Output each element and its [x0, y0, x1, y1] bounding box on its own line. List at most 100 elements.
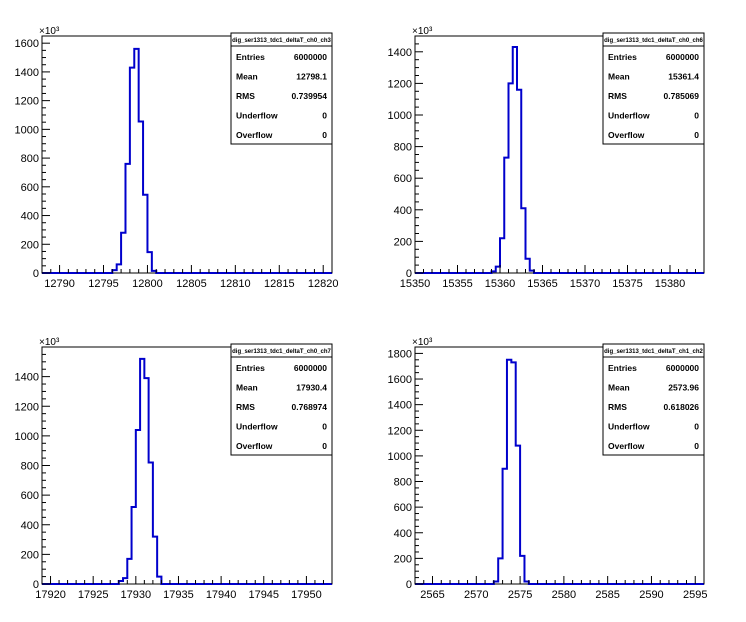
- stats-label: Overflow: [608, 441, 645, 451]
- y-tick-label: 800: [394, 477, 412, 489]
- histogram-bin: [153, 537, 157, 584]
- histogram-bin: [521, 208, 525, 273]
- stats-label: Mean: [608, 72, 630, 82]
- y-tick-label: 400: [394, 205, 412, 217]
- y-multiplier-label: ×10³: [412, 337, 433, 348]
- y-tick-label: 600: [394, 502, 412, 514]
- histogram-bin: [520, 556, 524, 584]
- stats-value: 6000000: [666, 52, 699, 62]
- histogram-bin: [130, 68, 134, 273]
- x-tick-label: 2575: [508, 589, 532, 601]
- y-tick-label: 0: [406, 268, 412, 280]
- stats-value: 0: [694, 422, 699, 432]
- histogram-bin: [504, 158, 508, 273]
- histogram-panel-4: 2565 2570 2575 2580 2585 2590 2595 0 200 400 600 80…: [388, 337, 708, 601]
- histogram-bin: [139, 121, 143, 273]
- stats-value: 0: [694, 441, 699, 451]
- stats-value: 0: [322, 422, 327, 432]
- x-tick-label: 15370: [570, 278, 601, 290]
- histogram-bin: [526, 259, 530, 273]
- stats-label: RMS: [608, 91, 627, 101]
- y-tick-label: 0: [33, 579, 39, 591]
- histogram-bin: [157, 577, 161, 584]
- histogram-bin: [492, 271, 496, 273]
- stats-value: 0: [322, 111, 327, 121]
- stats-box-frame: [602, 32, 705, 145]
- histogram-bin: [125, 164, 129, 273]
- histogram-bin: [503, 469, 507, 584]
- stats-label: Overflow: [236, 441, 273, 451]
- y-tick-label: 1400: [388, 400, 412, 412]
- stats-box-frame: [230, 343, 333, 456]
- y-multiplier-label: ×10³: [39, 26, 60, 37]
- x-tick-label: 17940: [206, 589, 237, 601]
- stats-label: Mean: [608, 383, 630, 393]
- y-tick-label: 600: [21, 182, 39, 194]
- stats-value: 0: [322, 130, 327, 140]
- x-tick-label: 17935: [163, 589, 194, 601]
- y-tick-label: 800: [21, 461, 39, 473]
- y-multiplier-label: ×10³: [39, 337, 60, 348]
- y-tick-label: 1200: [388, 78, 412, 90]
- y-tick-label: 200: [394, 236, 412, 248]
- y-tick-label: 600: [394, 173, 412, 185]
- stats-value: 17930.4: [296, 383, 327, 393]
- histogram-line: [415, 358, 704, 585]
- stats-label: Overflow: [236, 130, 273, 140]
- y-tick-label: 1400: [15, 372, 39, 384]
- stats-value: 0.768974: [292, 402, 328, 412]
- y-tick-label: 400: [21, 520, 39, 532]
- stats-box-frame: [230, 32, 333, 145]
- histogram-bin: [496, 267, 500, 273]
- histogram-bin: [517, 90, 521, 273]
- stats-box-frame: [602, 343, 705, 456]
- histogram-bin: [509, 83, 513, 273]
- stats-label: Underflow: [236, 422, 278, 432]
- histogram-bin: [140, 359, 144, 584]
- x-tick-label: 2590: [639, 589, 663, 601]
- histogram-bin: [132, 507, 136, 584]
- y-multiplier-label: ×10³: [412, 26, 433, 37]
- x-tick-label: 17945: [248, 589, 279, 601]
- stats-value: 12798.1: [296, 72, 327, 82]
- x-tick-label: 12790: [44, 278, 75, 290]
- stats-value: 6000000: [666, 363, 699, 373]
- stats-title: dig_ser1313_tdc1_deltaT_ch0_ch7: [232, 349, 331, 355]
- x-tick-label: 15360: [485, 278, 516, 290]
- x-tick-label: 17920: [35, 589, 66, 601]
- histogram-bin: [498, 558, 502, 584]
- stats-label: Entries: [608, 52, 637, 62]
- y-tick-label: 400: [21, 211, 39, 223]
- stats-value: 0.618026: [664, 402, 700, 412]
- stats-title: dig_ser1313_tdc1_deltaT_ch1_ch2: [604, 349, 703, 355]
- histogram-bin: [121, 233, 125, 273]
- stats-value: 6000000: [294, 363, 327, 373]
- stats-label: RMS: [608, 402, 627, 412]
- histogram-bin: [147, 252, 151, 273]
- histogram-panel-3: 17920 17925 17930 17935 17940 17945 17950 0 200 4…: [15, 337, 333, 601]
- stats-label: Entries: [608, 363, 637, 373]
- x-tick-label: 2565: [420, 589, 444, 601]
- histogram-line: [415, 46, 704, 274]
- y-tick-label: 1400: [388, 47, 412, 59]
- x-tick-label: 12810: [220, 278, 251, 290]
- stats-value: 0.739954: [292, 91, 328, 101]
- stats-value: 0: [694, 111, 699, 121]
- x-tick-label: 12815: [264, 278, 295, 290]
- x-tick-label: 15375: [612, 278, 643, 290]
- stats-box: dig_ser1313_tdc1_deltaT_ch1_ch2 Entries 60…: [602, 343, 705, 456]
- stats-label: Mean: [236, 383, 258, 393]
- y-tick-label: 1800: [388, 348, 412, 360]
- y-tick-label: 800: [21, 153, 39, 165]
- stats-box: dig_ser1313_tdc1_deltaT_ch0_ch6 Entries 60…: [602, 32, 705, 145]
- y-tick-label: 200: [21, 549, 39, 561]
- x-tick-label: 2595: [683, 589, 707, 601]
- histogram-bin: [524, 581, 528, 584]
- x-tick-label: 15355: [442, 278, 473, 290]
- stats-box: dig_ser1313_tdc1_deltaT_ch0_ch3 Entries 60…: [230, 32, 333, 145]
- stats-box: dig_ser1313_tdc1_deltaT_ch0_ch7 Entries 60…: [230, 343, 333, 456]
- histogram-bin: [500, 238, 504, 273]
- histogram-bin: [117, 264, 121, 273]
- y-tick-label: 800: [394, 142, 412, 154]
- histogram-bin: [513, 47, 517, 273]
